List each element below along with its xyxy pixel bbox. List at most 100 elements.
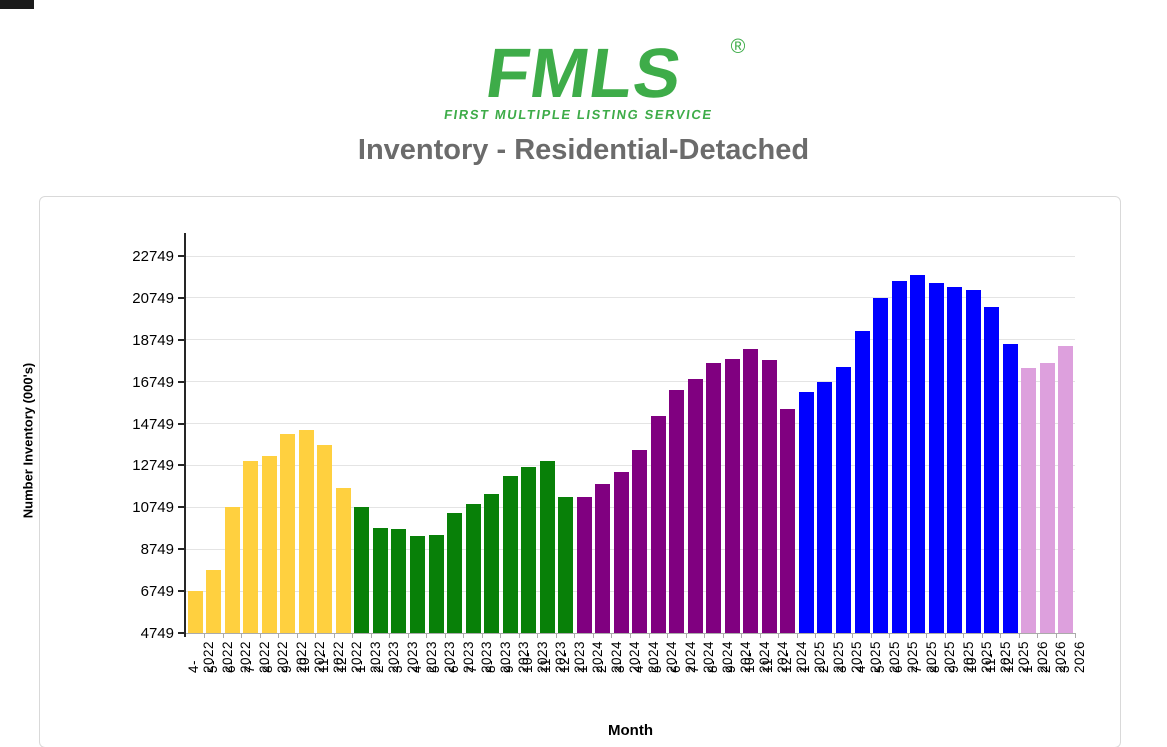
y-axis-tick [178, 380, 185, 383]
x-axis-tick [389, 633, 391, 638]
x-axis-tick [278, 633, 280, 638]
bar [484, 493, 500, 633]
bar [502, 475, 518, 633]
x-axis-tick [555, 633, 557, 638]
bar [317, 444, 333, 633]
bar [1002, 343, 1018, 633]
x-axis-tick [1000, 633, 1002, 638]
bar [428, 534, 444, 633]
gridline [186, 423, 1075, 425]
x-axis-tick [778, 633, 780, 638]
y-axis-tick [178, 255, 185, 258]
x-axis-tick [222, 633, 224, 638]
screen-corner-artifact [0, 0, 34, 9]
gridline [186, 590, 1075, 592]
x-axis-tick [667, 633, 669, 638]
bar [632, 449, 648, 633]
y-tick-label: 4749 [140, 625, 174, 642]
bar [706, 362, 722, 633]
bar [1058, 346, 1074, 633]
bar [910, 274, 926, 633]
x-axis-tick [759, 633, 761, 638]
y-tick-label: 18749 [132, 331, 174, 349]
bar [891, 281, 907, 633]
bar [335, 488, 351, 633]
x-axis-tick [907, 633, 909, 638]
bar [650, 416, 666, 633]
bar [965, 289, 981, 633]
x-axis-tick [833, 633, 835, 638]
bar [243, 461, 259, 633]
y-tick-label: 10749 [132, 499, 174, 517]
bar [761, 359, 777, 633]
x-axis-tick [741, 633, 743, 638]
x-axis-tick [1018, 633, 1020, 638]
bar [613, 471, 629, 633]
y-axis-tick [178, 296, 185, 299]
y-axis-tick [178, 338, 185, 341]
bar [873, 297, 889, 633]
gridline [186, 464, 1075, 466]
x-axis-tick [296, 633, 298, 638]
y-tick-label: 6749 [140, 583, 174, 601]
x-axis-tick [926, 633, 928, 638]
x-axis-tick [648, 633, 650, 638]
y-tick-label: 14749 [132, 415, 174, 433]
bar [447, 512, 463, 633]
bar [947, 287, 963, 633]
x-axis-tick [796, 633, 798, 638]
y-tick-label: 22749 [132, 248, 174, 266]
bar [576, 496, 592, 633]
bar [521, 466, 537, 633]
x-axis-tick [722, 633, 724, 638]
x-axis-tick [870, 633, 872, 638]
x-axis-tick [981, 633, 983, 638]
logo-text: FMLS [481, 34, 688, 112]
y-axis-tick [178, 506, 185, 509]
y-axis-tick [178, 422, 185, 425]
bar [372, 528, 388, 633]
y-axis-tick [178, 632, 185, 634]
bar [539, 461, 555, 633]
x-axis-tick [352, 633, 354, 638]
bar [595, 484, 611, 633]
x-axis-tick [518, 633, 520, 638]
bar [743, 349, 759, 633]
gridline [186, 548, 1075, 550]
bar [261, 456, 277, 633]
x-axis-tick [500, 633, 502, 638]
bar [928, 283, 944, 633]
x-axis-tick [852, 633, 854, 638]
x-axis-tick [370, 633, 372, 638]
bar [206, 570, 222, 633]
bar [724, 358, 740, 633]
x-axis-tick [315, 633, 317, 638]
bar [410, 535, 425, 633]
bar [187, 591, 203, 633]
bar [669, 390, 685, 633]
fmls-logo: FMLS ® FIRST MULTIPLE LISTING SERVICE [443, 34, 746, 122]
bar-chart-plot-area: 4749 6749 8749 10749 12749 14749 16749 18749 207… [132, 233, 1087, 673]
x-axis-tick [944, 633, 946, 638]
y-axis-title: Number Inventory (000's) [20, 362, 36, 519]
bar [687, 378, 703, 633]
x-axis-tick [815, 633, 817, 638]
bar [1021, 368, 1037, 633]
x-axis-tick [204, 633, 206, 638]
x-axis-tick [481, 633, 483, 638]
y-tick-label: 8749 [140, 541, 174, 559]
logo-header: FMLS ® FIRST MULTIPLE LISTING SERVICE [0, 34, 1167, 124]
x-axis-tick [889, 633, 891, 638]
x-axis-tick [333, 633, 335, 638]
y-tick-label: 12749 [132, 457, 174, 475]
bar [780, 408, 796, 633]
gridline [186, 297, 1075, 299]
x-axis-tick [463, 633, 465, 638]
bar [465, 504, 481, 633]
x-axis-tick [426, 633, 428, 638]
bar [798, 392, 814, 633]
y-axis-tick [178, 548, 185, 551]
x-axis-tick [444, 633, 446, 638]
bar [984, 307, 1000, 633]
x-axis-tick [407, 633, 409, 638]
